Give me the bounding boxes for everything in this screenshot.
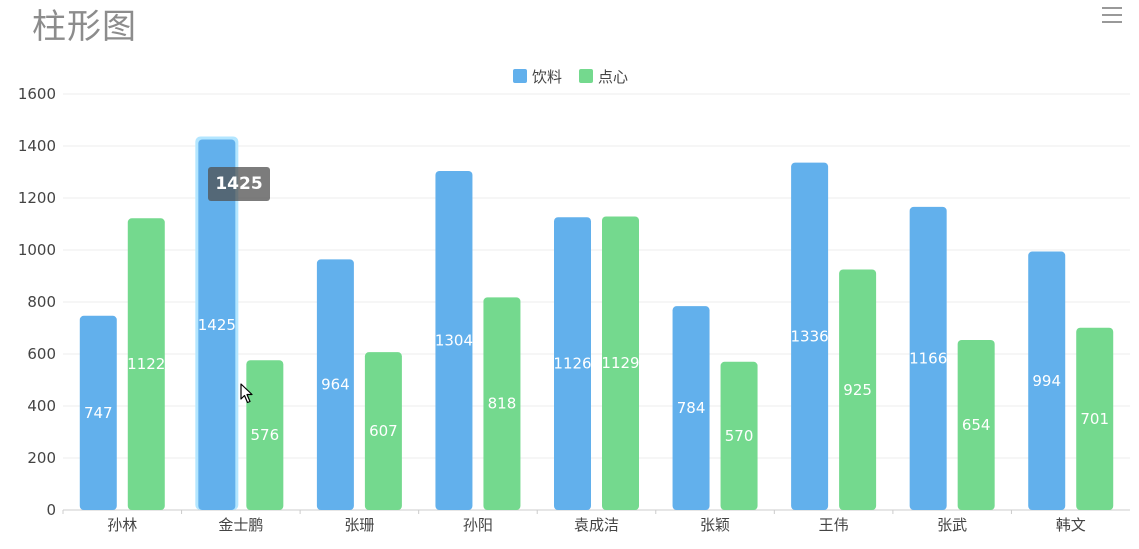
bar-data-label: 607 bbox=[369, 422, 398, 440]
menu-line bbox=[1102, 21, 1122, 23]
x-tick-label: 孙林 bbox=[107, 516, 137, 534]
bar-data-label: 964 bbox=[321, 376, 350, 394]
bar-data-label: 570 bbox=[725, 427, 754, 445]
bar bbox=[246, 360, 284, 510]
bar-data-label: 1126 bbox=[553, 355, 591, 373]
bar bbox=[316, 259, 354, 510]
x-tick-label: 韩文 bbox=[1056, 516, 1086, 534]
x-tick-label: 张武 bbox=[937, 516, 967, 534]
x-tick-label: 金士鹏 bbox=[218, 516, 263, 534]
tooltip: 1425 bbox=[208, 167, 270, 201]
legend-swatch bbox=[579, 69, 593, 83]
y-tick-label: 1600 bbox=[18, 85, 56, 103]
bar bbox=[554, 217, 591, 511]
x-tick-label: 张珊 bbox=[344, 516, 374, 534]
menu-line bbox=[1102, 7, 1122, 9]
bar bbox=[198, 139, 236, 510]
y-tick-label: 800 bbox=[27, 293, 56, 311]
bar-data-label: 925 bbox=[843, 381, 872, 399]
bar-data-label: 576 bbox=[251, 426, 280, 444]
bar bbox=[957, 339, 995, 510]
mouse-cursor-icon bbox=[240, 383, 253, 404]
y-tick-label: 1000 bbox=[18, 241, 56, 259]
legend-label: 点心 bbox=[598, 68, 628, 86]
bar bbox=[909, 206, 947, 510]
bar bbox=[1076, 327, 1114, 510]
bar bbox=[1028, 251, 1066, 510]
bar-data-label: 818 bbox=[488, 395, 517, 413]
legend-swatch bbox=[513, 69, 527, 83]
bar-data-label: 654 bbox=[962, 416, 991, 434]
y-tick-label: 600 bbox=[27, 345, 56, 363]
bar bbox=[127, 218, 165, 510]
y-tick-label: 1200 bbox=[18, 189, 56, 207]
y-tick-label: 1400 bbox=[18, 137, 56, 155]
x-tick-label: 王伟 bbox=[819, 516, 849, 534]
bar bbox=[672, 306, 710, 510]
x-tick-label: 孙阳 bbox=[463, 516, 493, 534]
bar-data-label: 1122 bbox=[127, 355, 165, 373]
y-tick-label: 400 bbox=[27, 397, 56, 415]
legend-label: 饮料 bbox=[532, 68, 562, 86]
bar-data-label: 1304 bbox=[435, 331, 473, 349]
bar bbox=[364, 352, 402, 510]
y-tick-label: 200 bbox=[27, 449, 56, 467]
bar-data-label: 994 bbox=[1032, 372, 1061, 390]
bar-data-label: 701 bbox=[1080, 410, 1109, 428]
y-tick-label: 0 bbox=[46, 501, 56, 519]
hamburger-menu-icon[interactable] bbox=[1100, 6, 1124, 24]
bar-data-label: 747 bbox=[84, 404, 113, 422]
bar-data-label: 1425 bbox=[198, 316, 236, 334]
x-tick-label: 张颖 bbox=[700, 516, 730, 534]
bar bbox=[839, 269, 877, 510]
bar-data-label: 1166 bbox=[909, 349, 947, 367]
bar bbox=[720, 361, 758, 510]
bar bbox=[791, 162, 829, 510]
bar-data-label: 1336 bbox=[791, 327, 829, 345]
menu-line bbox=[1102, 14, 1122, 16]
bar bbox=[435, 170, 473, 510]
chart-title: 柱形图 bbox=[32, 7, 137, 47]
bar bbox=[602, 216, 639, 510]
bar bbox=[79, 315, 117, 510]
bar-data-label: 784 bbox=[677, 399, 706, 417]
bar-data-label: 1129 bbox=[601, 354, 639, 372]
bar bbox=[483, 297, 521, 510]
x-tick-label: 袁成洁 bbox=[574, 516, 619, 534]
